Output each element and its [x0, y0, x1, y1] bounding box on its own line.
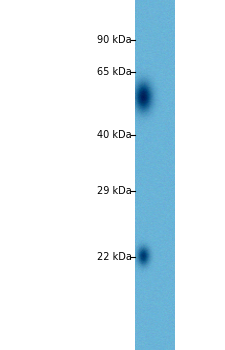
Text: 22 kDa: 22 kDa — [97, 252, 132, 262]
Text: 40 kDa: 40 kDa — [97, 130, 132, 140]
Text: 90 kDa: 90 kDa — [97, 35, 132, 45]
Text: 65 kDa: 65 kDa — [97, 67, 132, 77]
Text: 29 kDa: 29 kDa — [97, 186, 132, 196]
